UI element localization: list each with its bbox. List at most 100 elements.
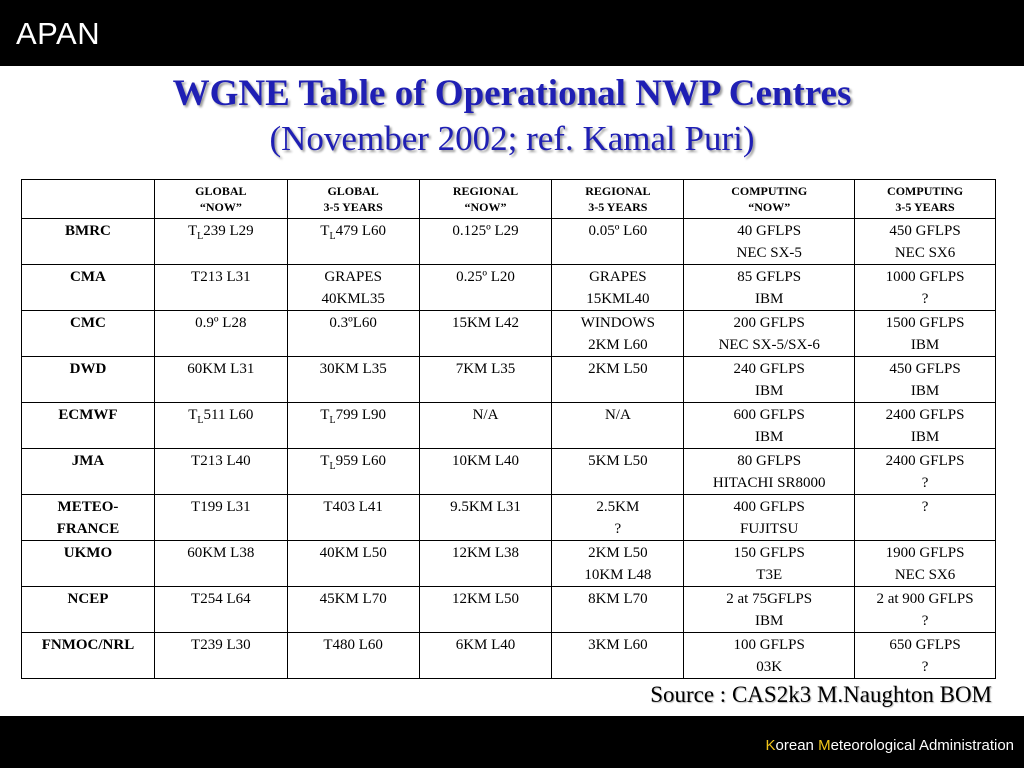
cell-line: 2KM L60	[588, 337, 648, 353]
org-initial-k: K	[765, 737, 776, 754]
table-cell: TL239 L29	[153, 218, 288, 265]
cell-line: 1500 GFLPS	[885, 315, 965, 331]
title-line-2: (November 2002; ref. Kamal Puri)	[269, 119, 755, 158]
cell-line: ?	[921, 499, 929, 515]
centre-name: DWD	[69, 361, 107, 377]
table-cell: WINDOWS 2KM L60	[551, 310, 685, 357]
column-header-line: 3-5 YEARS	[323, 200, 383, 214]
column-header: REGIONAL “NOW”	[418, 179, 553, 219]
cell-line: 2 at 75GFLPS	[726, 591, 813, 607]
cell-line: T480 L60	[323, 637, 383, 653]
table-header: GLOBAL “NOW” GLOBAL 3-5 YEARS REGIONAL “NOW” R…	[21, 179, 996, 219]
column-header: COMPUTING “NOW”	[683, 179, 856, 219]
cell-line: 03K	[756, 659, 783, 675]
table-cell: 450 GFLPS NEC SX6	[854, 218, 996, 265]
cell-line: 10KM L48	[584, 567, 652, 583]
table-cell: TL799 L90	[286, 402, 420, 449]
cell-line: NEC SX6	[894, 245, 956, 261]
cell-line: TL239 L29	[187, 223, 254, 242]
table-cell: 12KM L50	[418, 586, 553, 633]
centre-name-cell: DWD	[21, 356, 155, 403]
cell-line: T213 L31	[191, 269, 251, 285]
table-cell: 8KM L70	[551, 586, 685, 633]
cell-line: TL799 L90	[320, 407, 386, 426]
table-cell: ?	[854, 494, 996, 541]
table-cell: 1500 GFLPS IBM	[854, 310, 996, 357]
cell-line: 80 GFLPS	[737, 453, 802, 469]
column-header-line: COMPUTING	[887, 184, 964, 198]
nwp-centres-table: GLOBAL “NOW” GLOBAL 3-5 YEARS REGIONAL “NOW” R…	[21, 179, 996, 679]
cell-line: ?	[921, 291, 929, 307]
table-cell: T213 L31	[153, 264, 288, 311]
cell-line: 40KML35	[321, 291, 385, 307]
centre-name-cell: BMRC	[21, 218, 155, 265]
cell-line: IBM	[755, 291, 784, 307]
table-cell: 600 GFLPS IBM	[683, 402, 856, 449]
cell-line: 30KM L35	[319, 361, 387, 377]
cell-line: T403 L41	[323, 499, 383, 515]
table-cell: 2400 GFLPS?	[854, 448, 996, 495]
cell-line: 7KM L35	[455, 361, 516, 377]
table-cell: 2 at 900 GFLPS?	[854, 586, 996, 633]
centre-name-cell: JMA	[21, 448, 155, 495]
cell-line: N/A	[604, 407, 631, 423]
table-row: CMA T213 L31 GRAPES 40KML35 0.25º L20 GRAPES 1…	[21, 264, 996, 311]
cell-line: T199 L31	[191, 499, 251, 515]
table-row: JMA T213 L40 TL959 L60 10KM L40 5KM L50 80 GF…	[21, 448, 996, 495]
cell-line: 0.05º L60	[588, 223, 648, 239]
cell-line: 2.5KM	[596, 499, 640, 515]
cell-line: 0.9º L28	[195, 315, 247, 331]
cell-line: 1900 GFLPS	[885, 545, 965, 561]
table-cell: T213 L40	[153, 448, 288, 495]
cell-line: 45KM L70	[319, 591, 387, 607]
cell-line: TL511 L60	[188, 407, 254, 426]
cell-line: 0.25º L20	[456, 269, 515, 285]
table-cell: 30KM L35	[286, 356, 420, 403]
cell-line: 2KM L50	[588, 361, 648, 377]
cell-line: IBM	[755, 383, 784, 399]
org-word-1: orean	[775, 737, 819, 754]
table-cell: 5KM L50	[551, 448, 685, 495]
cell-line: ?	[921, 659, 929, 675]
table-cell: 240 GFLPS IBM	[683, 356, 856, 403]
table-cell: T403 L41	[286, 494, 420, 541]
table-cell: N/A	[551, 402, 685, 449]
table-cell: 2 at 75GFLPS IBM	[683, 586, 856, 633]
table-cell: 7KM L35	[418, 356, 553, 403]
slide-title: WGNE Table of Operational NWP Centres (N…	[0, 72, 1024, 162]
column-header: GLOBAL 3-5 YEARS	[286, 179, 420, 219]
column-header	[21, 179, 155, 219]
table-cell: 80 GFLPS HITACHI SR8000	[683, 448, 856, 495]
cell-line: ?	[921, 613, 929, 629]
cell-line: T254 L64	[191, 591, 251, 607]
cell-line: 200 GFLPS	[733, 315, 805, 331]
table-row: DWD 60KM L31 30KM L35 7KM L35 2KM L50 240 GFL…	[21, 356, 996, 403]
cell-line: NEC SX-5/SX-6	[718, 337, 820, 353]
column-header-line: GLOBAL	[327, 184, 379, 198]
cell-line: NEC SX6	[894, 567, 956, 583]
table-cell: 40 GFLPS NEC SX-5	[683, 218, 856, 265]
centre-name: UKMO	[63, 545, 113, 561]
cell-line: 6KM L40	[455, 637, 516, 653]
centre-name-cell: FNMOC/NRL	[21, 632, 155, 679]
cell-line: NEC SX-5	[736, 245, 802, 261]
cell-line: TL959 L60	[320, 453, 386, 472]
table-cell: 12KM L38	[418, 540, 553, 587]
cell-line: 650 GFLPS	[889, 637, 961, 653]
table-cell: 60KM L31	[153, 356, 288, 403]
cell-line: WINDOWS	[580, 315, 655, 331]
cell-line: 40KM L50	[319, 545, 387, 561]
cell-line: 2400 GFLPS	[885, 453, 965, 469]
centre-name-cell: UKMO	[21, 540, 155, 587]
cell-line: GRAPES	[324, 269, 382, 285]
table-cell: T254 L64	[153, 586, 288, 633]
cell-line: 5KM L50	[588, 453, 648, 469]
cell-line: 15KML40	[586, 291, 650, 307]
table-cell: T480 L60	[286, 632, 420, 679]
table-cell: GRAPES 15KML40	[551, 264, 685, 311]
cell-line: FUJITSU	[740, 521, 799, 537]
cell-line: 100 GFLPS	[733, 637, 805, 653]
table-cell: 40KM L50	[286, 540, 420, 587]
table-cell: 1900 GFLPS NEC SX6	[854, 540, 996, 587]
table-cell: 6KM L40	[418, 632, 553, 679]
